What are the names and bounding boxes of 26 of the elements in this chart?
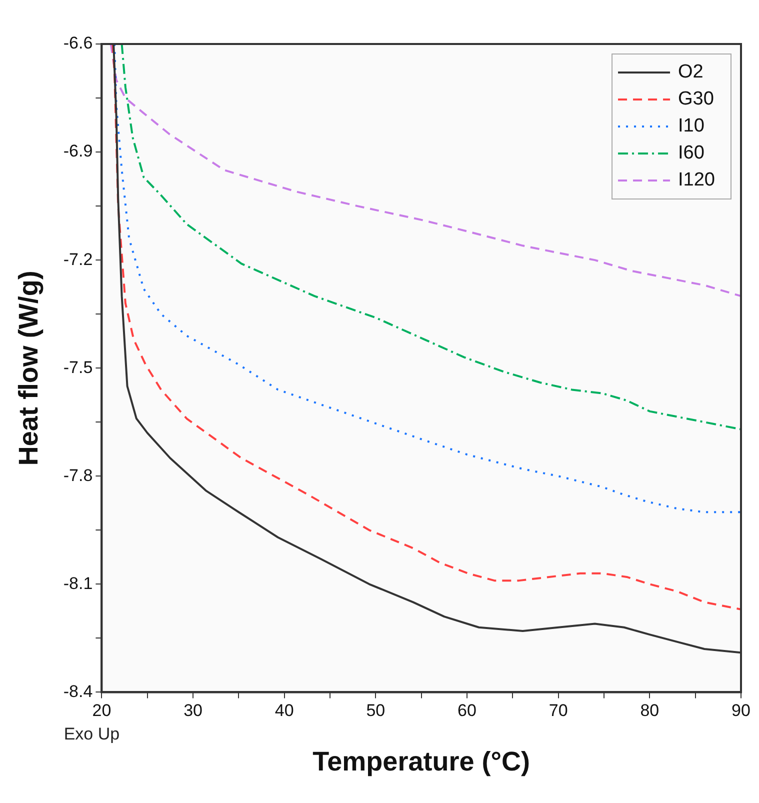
line-series [120, 44, 741, 430]
x-tick-label: 50 [366, 701, 386, 720]
y-tick-label: -7.8 [63, 466, 93, 485]
x-axis-title: Temperature (°C) [312, 746, 530, 776]
legend-label: G30 [678, 88, 714, 110]
legend-label: I120 [678, 170, 716, 191]
legend-label: O2 [678, 62, 704, 83]
y-axis-title: Heat flow (W/g) [14, 270, 44, 466]
x-tick-label: 80 [640, 701, 660, 720]
legend-label: I10 [678, 116, 704, 137]
x-tick-label: 70 [548, 701, 568, 720]
y-tick-label: -7.5 [63, 358, 93, 377]
y-tick-label: -8.4 [63, 682, 93, 701]
x-tick-label: 90 [732, 701, 750, 720]
y-tick-label: -8.1 [63, 574, 93, 593]
line-series [113, 44, 741, 514]
y-tick-label: -7.2 [63, 250, 93, 269]
text: Exo Up [64, 724, 120, 744]
x-tick-label: 20 [92, 701, 112, 720]
y-tick-label: -6.9 [63, 142, 93, 161]
y-tick-label: -6.6 [63, 34, 93, 53]
legend-label: I60 [678, 142, 704, 164]
x-tick-label: 60 [458, 701, 476, 720]
x-tick-label: 40 [274, 701, 294, 720]
line-series [110, 44, 741, 298]
x-tick-label: 30 [184, 701, 202, 720]
